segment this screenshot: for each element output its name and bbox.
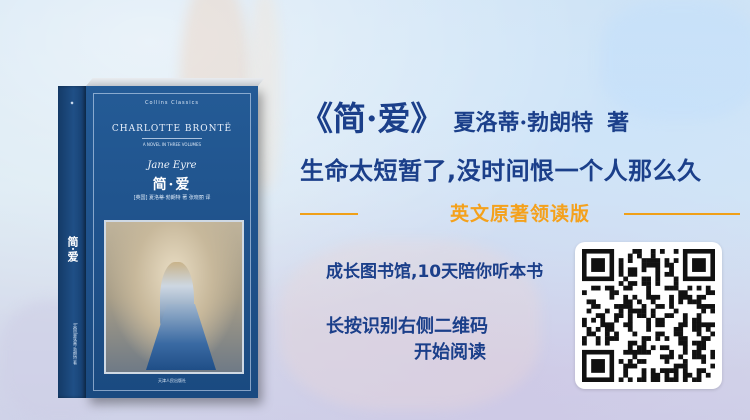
highlight-label: 英文原著领读版: [449, 203, 590, 225]
cover-ornament: [142, 138, 202, 139]
cover-subtitle: A NOVEL IN THREE VOLUMES: [142, 142, 202, 147]
spine-title: 简·爱: [66, 236, 79, 262]
cover-credit-translator: 张晓丽 译: [188, 195, 211, 201]
cover-series: Collins Classics: [145, 100, 199, 106]
cover-illustration: [104, 220, 244, 374]
spine-logo: ◆: [70, 100, 74, 105]
instruction-line-1: 长按识别右侧二维码: [326, 316, 488, 337]
cover-publisher: 天津人民出版社: [158, 378, 186, 383]
cover-chinese-title: 简·爱: [152, 177, 192, 193]
book-page-edge: [86, 78, 265, 86]
headline: 《简·爱》 夏洛蒂·勃朗特著: [300, 92, 629, 140]
book-title: 《简·爱》: [300, 99, 444, 138]
book-cover: Collins Classics CHARLOTTE BRONTË A NOVE…: [86, 86, 258, 398]
spine-author: [英国]夏洛蒂·勃朗特 著: [73, 323, 78, 365]
subline: 成长图书馆,10天陪你听本书: [326, 262, 544, 282]
cover-author: CHARLOTTE BRONTË: [111, 124, 233, 134]
author-name: 夏洛蒂·勃朗特: [453, 110, 594, 136]
instruction-line-2: 开始阅读: [414, 342, 486, 363]
cover-border: [93, 93, 251, 391]
book-image: ◆ 简·爱 [英国]夏洛蒂·勃朗特 著 Collins Classics CHA…: [58, 78, 265, 398]
highlight-row: 英文原著领读版: [300, 199, 740, 229]
book-spine: ◆ 简·爱 [英国]夏洛蒂·勃朗特 著: [58, 86, 86, 398]
dress-illustration: [146, 304, 216, 370]
cover-credit: [英国] 夏洛蒂·勃朗特 著 张晓丽 译: [86, 194, 258, 201]
qr-code-graphic: [582, 249, 715, 382]
qr-code[interactable]: [575, 242, 722, 389]
tagline: 生命太短暂了,没时间恨一个人那么久: [300, 157, 702, 185]
divider-left: [300, 213, 358, 215]
author-mark: 著: [607, 110, 630, 136]
cover-english-title: Jane Eyre: [147, 160, 197, 171]
cover-credit-author: [英国] 夏洛蒂·勃朗特 著: [133, 195, 188, 201]
divider-right: [624, 213, 740, 215]
